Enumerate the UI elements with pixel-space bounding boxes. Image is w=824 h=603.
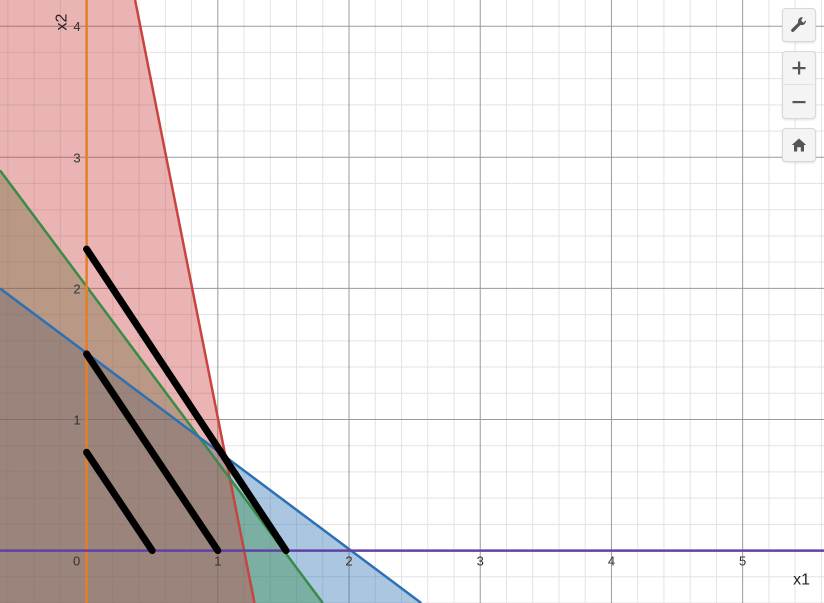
- feasible-regions: [0, 0, 422, 603]
- y-tick-label: 1: [73, 412, 80, 427]
- home-icon: [791, 137, 807, 153]
- x-tick-label: 5: [739, 554, 746, 569]
- x-tick-label: 3: [477, 554, 484, 569]
- x-axis-label: x1: [793, 572, 810, 589]
- objective-line-1: [83, 448, 156, 555]
- wrench-icon: [790, 16, 808, 34]
- y-tick-label: 4: [73, 19, 80, 34]
- x-tick-label: 0: [73, 554, 80, 569]
- x-tick-label: 1: [214, 554, 221, 569]
- y-tick-label: 3: [73, 150, 80, 165]
- zoom-out-button[interactable]: [782, 85, 816, 119]
- default-viewport-button[interactable]: [782, 128, 816, 162]
- objective-line-2: [83, 350, 222, 555]
- objective-lines: [83, 245, 290, 555]
- minus-icon: [792, 95, 806, 109]
- tick-labels: 0 1 2 3 4 5 1 2 3 4: [73, 19, 746, 568]
- y-tick-label: 2: [73, 281, 80, 296]
- x-tick-label: 2: [345, 554, 352, 569]
- graph-toolbar: [782, 8, 816, 162]
- plus-icon: [792, 61, 806, 75]
- x-tick-label: 4: [608, 554, 615, 569]
- objective-line-3: [83, 245, 290, 555]
- region-red: [0, 0, 255, 603]
- red-boundary: [133, 0, 256, 603]
- zoom-in-button[interactable]: [782, 51, 816, 85]
- graph-settings-button[interactable]: [782, 8, 816, 42]
- y-axis-label: x2: [54, 13, 71, 30]
